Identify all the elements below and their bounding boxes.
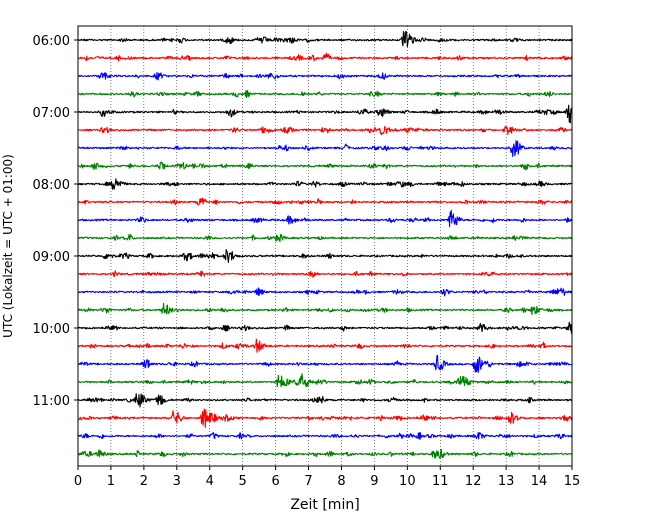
- y-tick-label: 06:00: [33, 34, 70, 49]
- x-grid-lines: [110, 26, 540, 466]
- trace-0845: [77, 233, 573, 243]
- y-tick-label: 11:00: [33, 394, 70, 409]
- trace-0800: [77, 178, 573, 190]
- x-axis-label: Zeit [min]: [290, 497, 359, 513]
- y-tick-label: 09:00: [33, 250, 70, 265]
- x-tick-label: 10: [399, 474, 416, 489]
- trace-0900: [77, 248, 573, 263]
- x-tick-label: 5: [239, 474, 247, 489]
- trace-0945: [77, 302, 573, 316]
- y-tick-label: 07:00: [33, 106, 70, 121]
- trace-1015: [77, 338, 573, 353]
- x-tick-label: 4: [206, 474, 214, 489]
- x-tick-label: 12: [465, 474, 482, 489]
- x-tick-label: 6: [271, 474, 279, 489]
- trace-1115: [77, 408, 573, 429]
- y-axis-ticks: 06:00 07:00 08:00 09:00 10:00 11:00: [33, 34, 78, 409]
- y-tick-label: 08:00: [33, 178, 70, 193]
- x-axis-ticks: 0 1 2 3 4 5 6 7 8 9 10 11 12 13 14 15: [74, 466, 580, 489]
- x-tick-label: 14: [531, 474, 548, 489]
- x-tick-label: 3: [173, 474, 181, 489]
- trace-0930: [77, 287, 573, 297]
- x-tick-label: 15: [564, 474, 581, 489]
- plot-frame: [77, 25, 573, 467]
- x-tick-label: 9: [370, 474, 378, 489]
- trace-1130: [77, 432, 573, 440]
- trace-0645: [77, 90, 573, 99]
- x-tick-label: 1: [107, 474, 115, 489]
- x-tick-label: 2: [140, 474, 148, 489]
- x-tick-label: 8: [337, 474, 345, 489]
- seismic-traces: [77, 30, 573, 459]
- x-tick-label: 7: [304, 474, 312, 489]
- trace-0615: [77, 52, 573, 62]
- y-tick-label: 10:00: [33, 322, 70, 337]
- trace-0730: [77, 140, 573, 158]
- x-tick-label: 13: [498, 474, 515, 489]
- trace-1030: [77, 354, 573, 373]
- trace-0600: [77, 30, 573, 48]
- trace-0745: [77, 161, 573, 171]
- y-axis-label: UTC (Lokalzeit = UTC + 01:00): [1, 154, 15, 338]
- trace-0715: [77, 125, 573, 136]
- trace-0815: [77, 197, 573, 206]
- x-tick-label: 0: [74, 474, 82, 489]
- x-tick-label: 11: [432, 474, 449, 489]
- trace-0830: [77, 209, 573, 228]
- trace-0915: [77, 270, 573, 278]
- trace-0630: [77, 71, 573, 81]
- trace-1000: [77, 321, 573, 334]
- trace-1100: [77, 393, 573, 408]
- trace-1145: [77, 448, 573, 459]
- trace-1045: [77, 373, 573, 388]
- trace-0700: [77, 104, 573, 124]
